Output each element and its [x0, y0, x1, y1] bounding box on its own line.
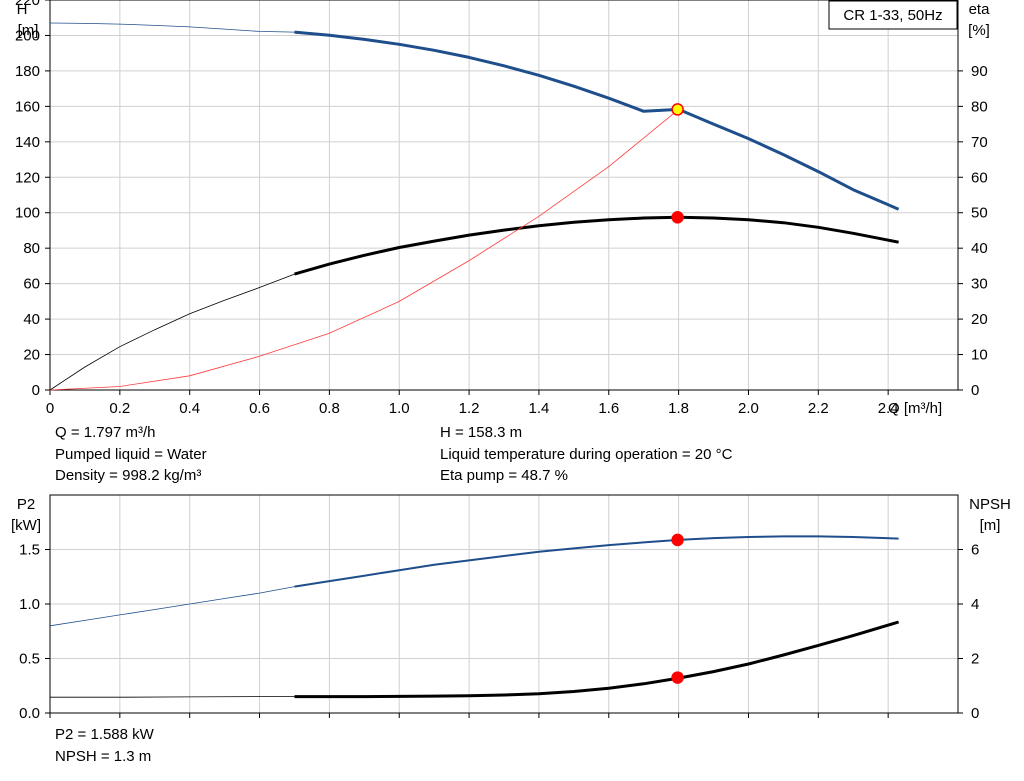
- x-tick-label: 0.4: [179, 400, 200, 417]
- x-tick-label: 1.2: [459, 400, 480, 417]
- top-right-tick-label: 40: [971, 240, 988, 257]
- bottom-chart-series: [49, 535, 900, 699]
- bottom-left-tick-label: 0.0: [19, 705, 40, 722]
- top-right-tick-label: 20: [971, 311, 988, 328]
- bottom-series-1: [294, 620, 900, 699]
- top-right-tick-label: 0: [971, 382, 979, 399]
- info-liquid-temperature: Liquid temperature during operation = 20…: [440, 446, 733, 463]
- info-head: H = 158.3 m: [440, 424, 523, 441]
- x-tick-label: 1.8: [668, 400, 689, 417]
- top-right-tick-label: 80: [971, 98, 988, 115]
- bottom-series-1-extended: [50, 696, 295, 698]
- bottom-left-axis-label-2: [kW]: [11, 517, 41, 534]
- bottom-operating-point-1: [671, 671, 684, 684]
- top-left-tick-label: 40: [23, 311, 40, 328]
- bottom-right-axis-label-2: [m]: [980, 517, 1001, 534]
- top-right-tick-label: 70: [971, 134, 988, 151]
- top-left-tick-label: 160: [15, 98, 40, 115]
- top-series-2-system-curve: [49, 109, 679, 391]
- info-npsh: NPSH = 1.3 m: [55, 748, 152, 765]
- top-operating-point-0: [671, 103, 684, 116]
- top-right-axis-label-2: [%]: [968, 22, 990, 39]
- x-tick-label: 1.6: [598, 400, 619, 417]
- top-left-axis-label-1: H: [17, 1, 28, 18]
- top-plot-frame: [49, 0, 959, 391]
- chart-title-box: [828, 0, 958, 30]
- info-flow: Q = 1.797 m³/h: [55, 424, 156, 441]
- top-right-tick-label: 60: [971, 169, 988, 186]
- bottom-right-tick-label: 6: [971, 542, 979, 559]
- top-series-0: [294, 30, 900, 211]
- top-left-axis-label-2: [m]: [18, 22, 39, 39]
- top-left-tick-label: 180: [15, 63, 40, 80]
- x-tick-label: 2.4: [878, 400, 899, 417]
- bottom-chart-grid: [49, 495, 958, 714]
- x-tick-label: 0.2: [109, 400, 130, 417]
- top-series-1-extended: [49, 273, 295, 391]
- info-pumped-liquid: Pumped liquid = Water: [55, 446, 207, 463]
- bottom-chart-axes: 0.0 0.5 1.0 1.5 0 2 4 6: [19, 542, 979, 723]
- top-left-tick-label: 140: [15, 134, 40, 151]
- bottom-right-tick-label: 2: [971, 651, 979, 668]
- top-series-0-extended: [49, 22, 295, 33]
- top-chart-axes: 0 0.2 0.4 0.6 0.8 1.0 1.2 1.4 1.6 1.8 2.0 2.2 2.4 0 20…: [15, 0, 988, 417]
- info-p2: P2 = 1.588 kW: [55, 726, 154, 743]
- bottom-right-tick-label: 4: [971, 596, 979, 613]
- top-right-tick-label: 30: [971, 276, 988, 293]
- bottom-series-0: [294, 535, 899, 588]
- top-left-tick-label: 220: [15, 0, 40, 9]
- x-tick-label: 2.2: [808, 400, 829, 417]
- top-right-tick-label: 10: [971, 347, 988, 364]
- info-density: Density = 998.2 kg/m³: [55, 467, 202, 484]
- top-operating-point-1: [671, 211, 684, 224]
- top-left-tick-label: 200: [15, 27, 40, 44]
- top-left-tick-label: 60: [23, 276, 40, 293]
- bottom-series-0-extended: [49, 586, 295, 627]
- bottom-left-tick-label: 1.5: [19, 542, 40, 559]
- bottom-left-axis-label-1: P2: [17, 496, 35, 513]
- x-tick-label: 1.0: [389, 400, 410, 417]
- top-left-tick-label: 120: [15, 169, 40, 186]
- x-tick-label: 2.0: [738, 400, 759, 417]
- bottom-left-tick-label: 0.5: [19, 651, 40, 668]
- bottom-operating-point-0: [671, 533, 684, 547]
- top-chart-grid: [49, 0, 958, 391]
- top-right-tick-label: 90: [971, 63, 988, 80]
- x-tick-label: 1.4: [528, 400, 549, 417]
- top-left-tick-label: 0: [32, 382, 40, 399]
- x-tick-label: 0.8: [319, 400, 340, 417]
- top-right-axis-label-1: eta: [969, 1, 991, 18]
- chart-title: CR 1-33, 50Hz: [843, 7, 942, 24]
- x-tick-label: 0.6: [249, 400, 270, 417]
- top-left-tick-label: 20: [23, 347, 40, 364]
- bottom-right-tick-label: 0: [971, 705, 979, 722]
- bottom-left-tick-label: 1.0: [19, 596, 40, 613]
- info-eta-pump: Eta pump = 48.7 %: [440, 467, 568, 484]
- top-left-tick-label: 80: [23, 240, 40, 257]
- operating-point-markers: [671, 103, 684, 684]
- top-right-tick-label: 50: [971, 205, 988, 222]
- x-axis-label: Q [m³/h]: [888, 400, 942, 417]
- top-chart-series: [49, 22, 900, 391]
- x-tick-label: 0: [46, 400, 54, 417]
- top-series-1: [294, 215, 899, 276]
- top-left-tick-label: 100: [15, 205, 40, 222]
- bottom-right-axis-label-1: NPSH: [969, 496, 1011, 513]
